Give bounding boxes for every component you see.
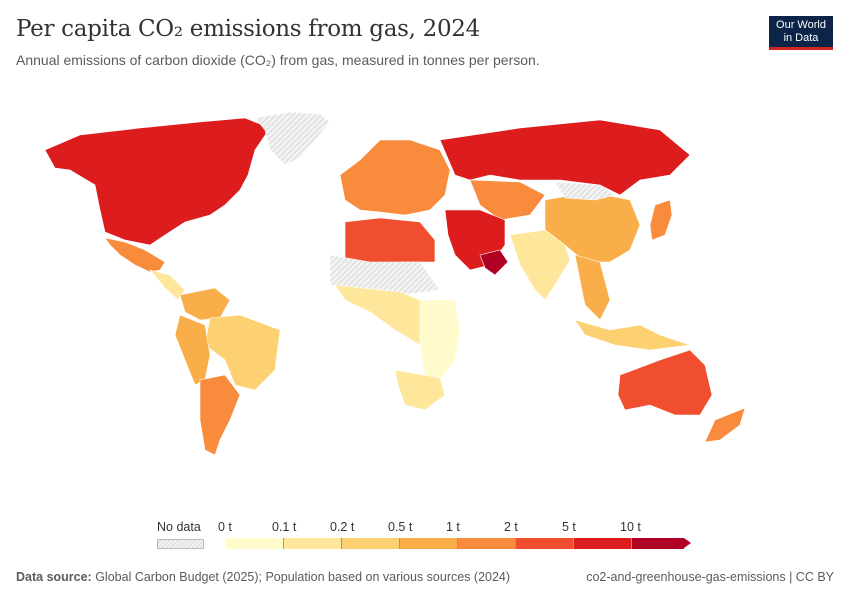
legend-no-data-label: No data — [157, 520, 201, 534]
legend-bin[interactable] — [342, 538, 400, 549]
legend-bin[interactable] — [400, 538, 458, 549]
legend-bin[interactable] — [632, 538, 691, 549]
legend-tick-label: 0 t — [218, 520, 232, 534]
map-region-new-zealand[interactable] — [704, 407, 746, 443]
map-region-indonesia[interactable] — [574, 319, 691, 351]
legend-bin[interactable] — [458, 538, 516, 549]
chart-title: Per capita CO₂ emissions from gas, 2024 — [16, 16, 480, 42]
map-region-central-america[interactable] — [149, 269, 186, 301]
legend-bin[interactable] — [574, 538, 632, 549]
map-region-peru-bolivia[interactable] — [174, 314, 211, 386]
map-region-southern-africa[interactable] — [394, 369, 446, 411]
legend-bin[interactable] — [516, 538, 574, 549]
map-region-mexico[interactable] — [104, 237, 166, 273]
legend-tick-label: 1 t — [446, 520, 460, 534]
legend-tick-label: 5 t — [562, 520, 576, 534]
legend-bin[interactable] — [226, 538, 284, 549]
map-region-sahara-no-data[interactable] — [329, 254, 441, 296]
map-region-southeast-asia[interactable] — [574, 254, 611, 321]
map-region-australia[interactable] — [617, 349, 713, 416]
map-region-brazil[interactable] — [204, 314, 281, 391]
data-source: Data source: Global Carbon Budget (2025)… — [16, 570, 510, 584]
legend-no-data-swatch[interactable] — [157, 539, 204, 549]
map-region-argentina-chile[interactable] — [199, 374, 241, 456]
map-region-mongolia[interactable] — [554, 181, 616, 201]
map-region-venezuela-colombia[interactable] — [179, 287, 231, 321]
map-region-west-central-africa[interactable] — [334, 284, 431, 346]
world-map — [44, 111, 746, 456]
footer-slug-license[interactable]: co2-and-greenhouse-gas-emissions | CC BY — [586, 570, 834, 584]
legend-tick-label: 0.1 t — [272, 520, 297, 534]
legend-tick-label: 0.2 t — [330, 520, 355, 534]
legend-tick-label: 2 t — [504, 520, 518, 534]
map-region-russia[interactable] — [439, 119, 691, 196]
data-source-text: Global Carbon Budget (2025); Population … — [91, 570, 511, 584]
legend-bin[interactable] — [284, 538, 342, 549]
map-region-east-southern-africa[interactable] — [419, 299, 461, 381]
legend-tick-label: 10 t — [620, 520, 641, 534]
chart-subtitle: Annual emissions of carbon dioxide (CO₂)… — [16, 52, 540, 68]
logo-line2: in Data — [783, 32, 819, 44]
legend-tick-label: 0.5 t — [388, 520, 413, 534]
data-source-label: Data source: — [16, 570, 92, 584]
map-region-north-africa[interactable] — [344, 217, 436, 266]
map-region-kazakhstan-central-asia[interactable] — [469, 179, 546, 221]
map-region-japan[interactable] — [649, 199, 673, 241]
map-region-qatar-uae[interactable] — [479, 249, 509, 276]
map-region-north-america-us-canada[interactable] — [44, 117, 271, 246]
map-region-greenland[interactable] — [254, 111, 331, 166]
logo-line1: Our World — [776, 19, 826, 31]
owid-logo[interactable]: Our World in Data — [769, 16, 833, 50]
map-region-india[interactable] — [509, 229, 571, 301]
map-region-europe[interactable] — [339, 139, 451, 216]
